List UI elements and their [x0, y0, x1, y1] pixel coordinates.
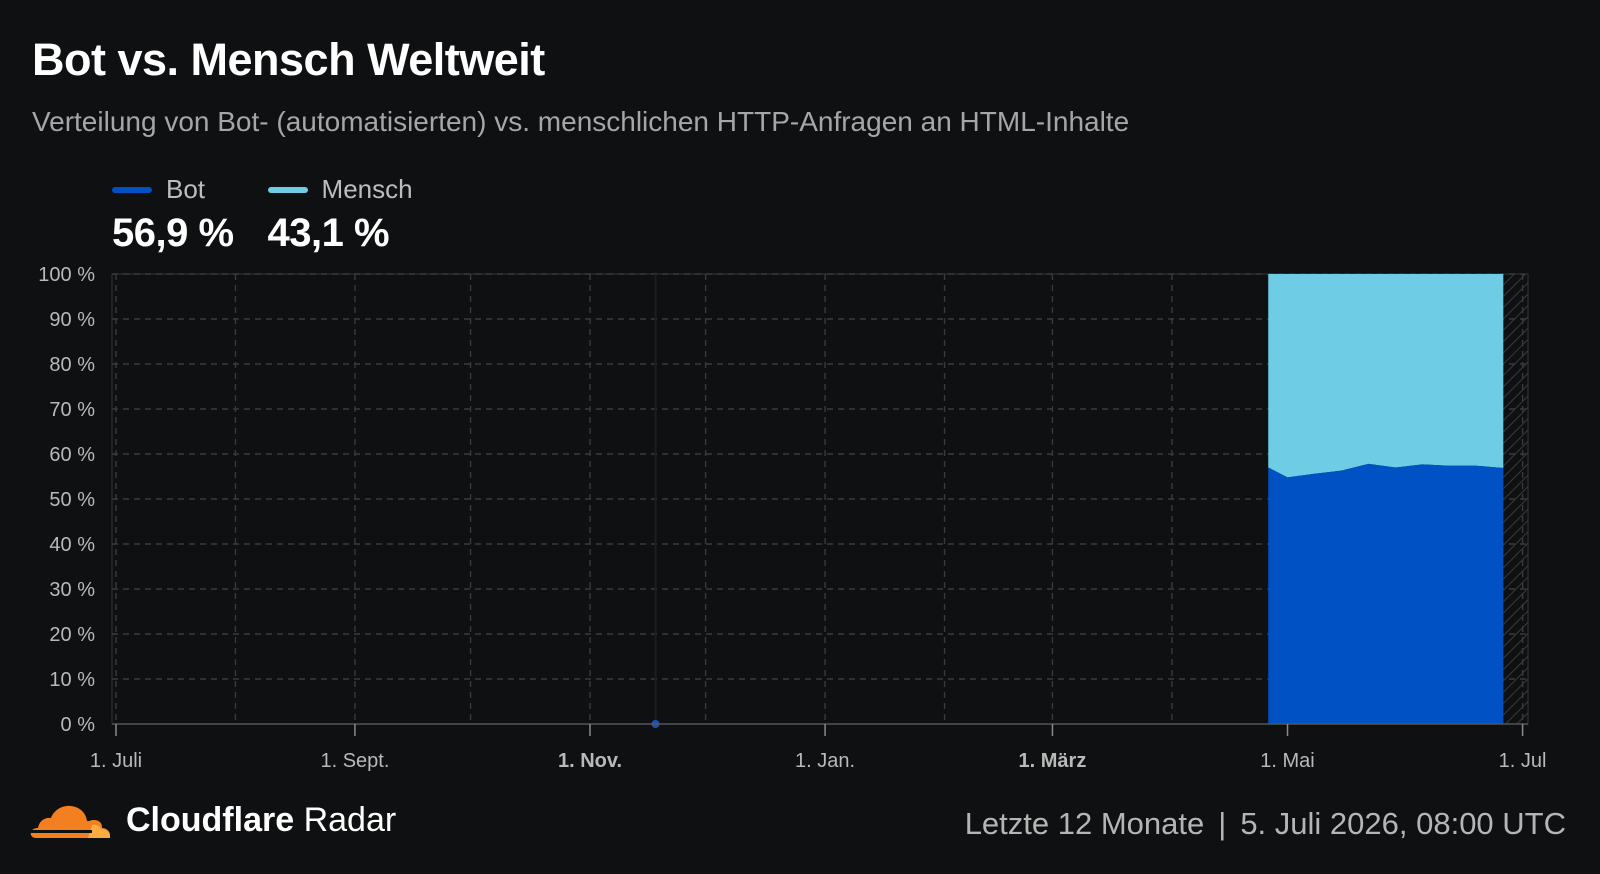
y-tick-label: 60 % [49, 444, 95, 466]
legend-item-mensch[interactable]: Mensch 43,1 % [267, 174, 413, 256]
y-tick-label: 20 % [49, 624, 95, 646]
chart-subtitle: Verteilung von Bot- (automatisierten) vs… [32, 106, 1130, 137]
cloudflare-logo-icon [30, 805, 111, 838]
footer-meta: Letzte 12 Monate | 5. Juli 2026, 08:00 UTC [965, 806, 1566, 842]
x-tick-label: 1. Sept. [320, 750, 389, 772]
legend-label-bot: Bot [166, 174, 206, 204]
legend-label-mensch: Mensch [321, 174, 413, 204]
brand-product: Radar [303, 800, 397, 839]
x-tick-label: 1. März [1019, 750, 1087, 772]
y-tick-label: 70 % [49, 399, 95, 421]
y-tick-label: 10 % [49, 669, 95, 691]
brand[interactable]: Cloudflare Radar [30, 800, 396, 840]
x-tick-label: 1. Jan. [795, 750, 855, 772]
partial-period-region [1503, 274, 1528, 724]
x-tick-label: 1. Jul [1499, 750, 1547, 772]
legend-value-bot: 56,9 % [112, 211, 234, 255]
area-series-mensch [1268, 274, 1504, 478]
chart-title: Bot vs. Mensch Weltweit [32, 34, 545, 85]
time-range-label[interactable]: Letzte 12 Monate [964, 806, 1205, 841]
x-tick-label: 1. Nov. [558, 750, 622, 772]
x-tick-label: 1. Juli [90, 750, 142, 772]
legend-swatch-bot [112, 186, 152, 193]
legend-value-mensch: 43,1 % [267, 211, 390, 255]
legend-item-bot[interactable]: Bot 56,9 % [112, 174, 234, 256]
x-tick-label: 1. Mai [1260, 750, 1314, 772]
y-tick-label: 100 % [38, 264, 95, 286]
y-tick-label: 40 % [49, 534, 95, 556]
y-tick-label: 90 % [49, 309, 95, 331]
y-tick-label: 50 % [49, 489, 95, 511]
legend: Bot 56,9 % Mensch 43,1 % [112, 174, 413, 256]
footer-separator: | [1218, 806, 1227, 841]
legend-swatch-mensch [267, 186, 308, 193]
y-tick-label: 30 % [49, 579, 95, 601]
timestamp: 5. Juli 2026, 08:00 UTC [1240, 806, 1566, 841]
brand-name: Cloudflare [126, 800, 295, 839]
y-tick-label: 0 % [61, 714, 96, 736]
y-tick-label: 80 % [49, 354, 95, 376]
chart-area[interactable]: 0 % 10 % 20 % 30 % 40 % 50 % 60 % 70 % 80 % 90 % 1… [0, 0, 1600, 790]
area-series-bot [1268, 463, 1504, 724]
